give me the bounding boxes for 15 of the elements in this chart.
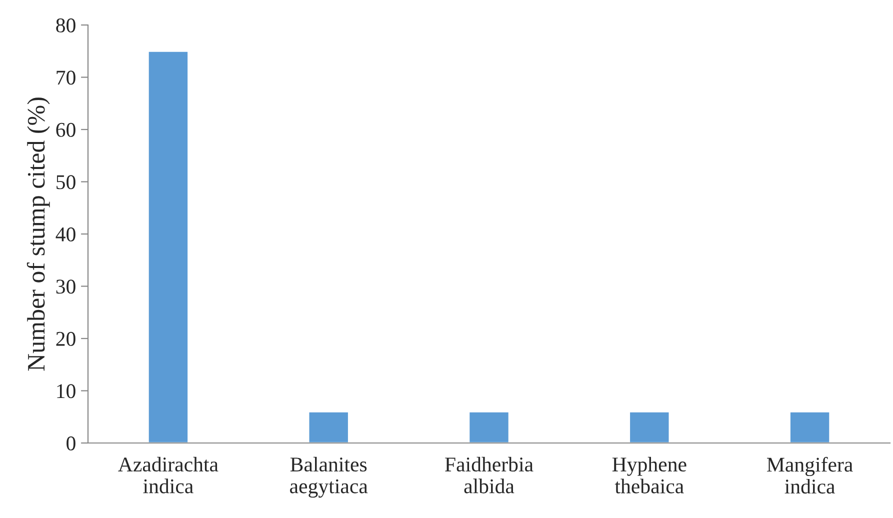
y-tick-label: 60 (56, 122, 76, 137)
x-tick-label: Balanites aegytiaca (290, 456, 368, 498)
y-tick-label: 30 (56, 280, 76, 294)
y-tick-label: 80 (56, 18, 76, 32)
x-tick-label: Faidherbia albida (445, 456, 534, 494)
y-tick-label: 50 (56, 175, 76, 190)
y-tick-label: 20 (56, 332, 76, 346)
y-tick-label: 10 (57, 384, 76, 398)
y-tick-label: 70 (56, 70, 76, 85)
x-tick-label: Mangifera indica (767, 456, 853, 494)
y-tick-label: 40 (56, 227, 76, 242)
x-tick-label: Azadirachta indica (118, 456, 218, 494)
y-tick-label: 0 (66, 436, 76, 450)
y-axis-title: Number of stump cited (%) (26, 98, 50, 371)
x-tick-label: Hyphene thebaica (612, 456, 686, 494)
